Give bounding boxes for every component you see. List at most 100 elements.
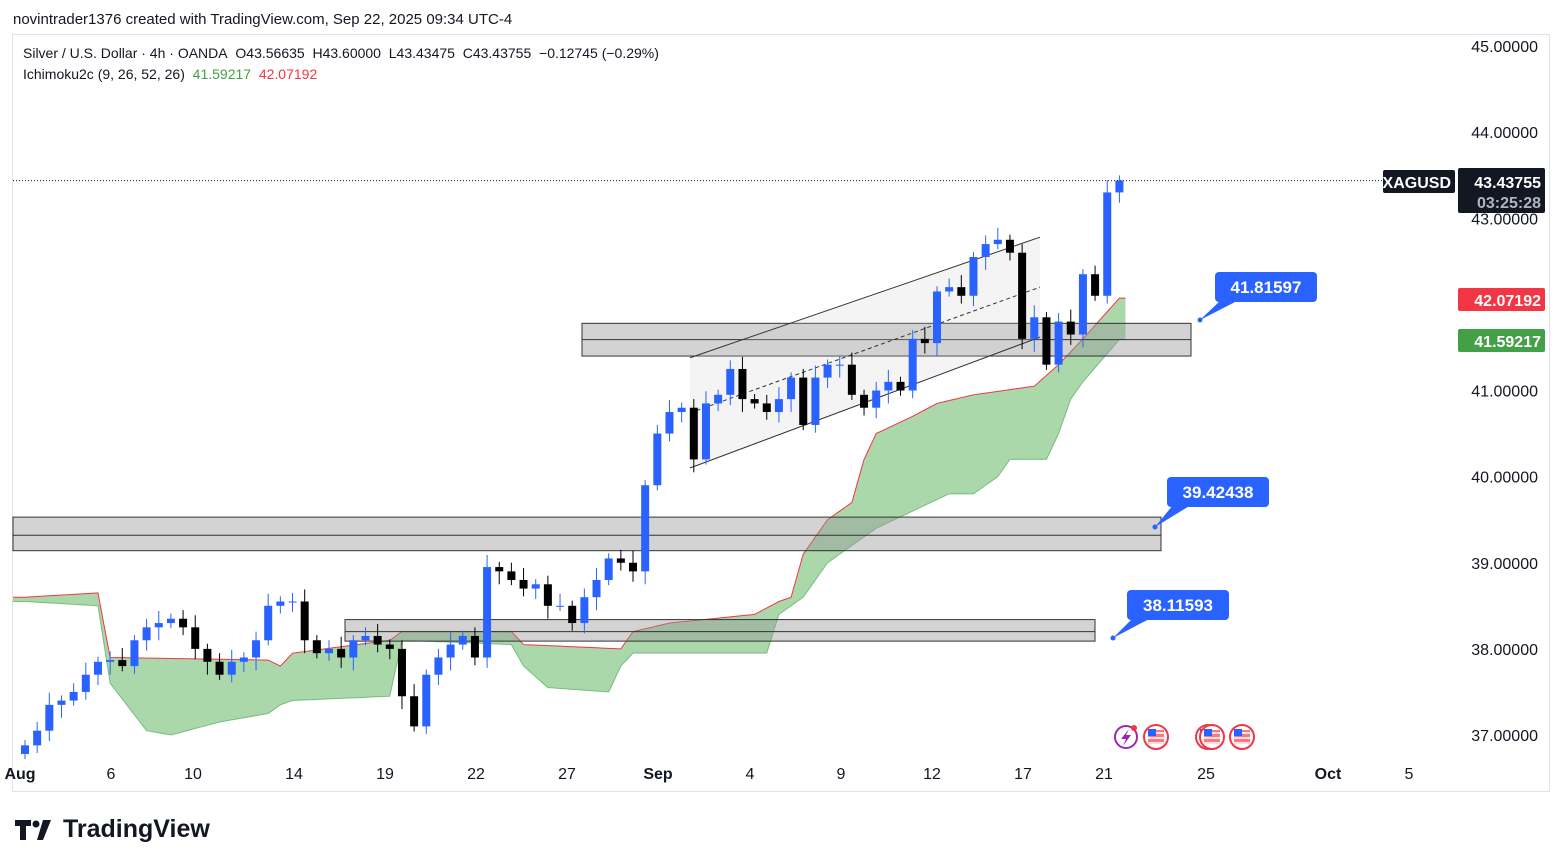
candle[interactable] [884, 369, 893, 404]
candle[interactable] [483, 554, 492, 668]
candle[interactable] [373, 623, 382, 653]
candle[interactable] [799, 368, 808, 431]
candle[interactable] [580, 588, 589, 634]
candle[interactable] [288, 592, 297, 612]
candle[interactable] [677, 402, 686, 423]
candle[interactable] [920, 326, 929, 354]
candle[interactable] [1078, 269, 1087, 348]
candle[interactable] [166, 613, 175, 629]
candle[interactable] [434, 648, 443, 686]
candle[interactable] [349, 635, 358, 671]
candle[interactable] [45, 692, 54, 742]
candle[interactable] [470, 627, 479, 666]
candle[interactable] [957, 275, 966, 304]
candle[interactable] [385, 639, 394, 660]
candle[interactable] [1030, 305, 1039, 352]
candle[interactable] [945, 278, 954, 297]
candle[interactable] [653, 424, 662, 491]
candle[interactable] [337, 636, 346, 668]
candle[interactable] [93, 656, 102, 686]
candle[interactable] [738, 356, 747, 413]
candle[interactable] [531, 579, 540, 599]
candle[interactable] [325, 640, 333, 661]
candle[interactable] [106, 651, 115, 675]
candle[interactable] [543, 575, 552, 619]
us-flag-event-icon[interactable] [1229, 724, 1255, 750]
candle[interactable] [507, 562, 516, 586]
candle[interactable] [203, 643, 212, 675]
candle[interactable] [1115, 175, 1124, 203]
candle[interactable] [774, 387, 783, 423]
candle[interactable] [446, 632, 455, 671]
candle[interactable] [933, 286, 941, 357]
price-callout[interactable]: 38.11593 [1110, 590, 1230, 641]
candle[interactable] [21, 740, 29, 760]
candle[interactable] [215, 653, 224, 680]
us-flag-event-icon[interactable] [1199, 724, 1225, 750]
candle[interactable] [969, 251, 978, 307]
candle[interactable] [1018, 244, 1027, 350]
candle[interactable] [1005, 234, 1014, 261]
candle[interactable] [495, 561, 504, 585]
support-zone[interactable] [344, 619, 1096, 642]
candle[interactable] [665, 399, 674, 442]
candle[interactable] [835, 356, 844, 378]
support-zone[interactable] [581, 322, 1192, 357]
symbol-name[interactable]: Silver / U.S. Dollar · 4h · OANDA [23, 45, 228, 61]
candle[interactable] [568, 600, 577, 631]
candle[interactable] [604, 553, 613, 586]
tradingview-logo[interactable]: TradingView [15, 815, 210, 844]
candle[interactable] [714, 389, 723, 412]
candle[interactable] [154, 610, 163, 641]
us-flag-event-icon[interactable] [1143, 724, 1169, 750]
candle[interactable] [276, 596, 285, 614]
candle[interactable] [410, 684, 419, 732]
candle[interactable] [556, 593, 565, 611]
support-zone[interactable] [12, 516, 1162, 552]
candle[interactable] [1066, 309, 1075, 345]
candle[interactable] [896, 376, 905, 396]
candle[interactable] [422, 669, 431, 735]
candle[interactable] [823, 359, 832, 388]
candle[interactable] [397, 640, 406, 710]
candle[interactable] [787, 372, 796, 413]
candle[interactable] [750, 393, 759, 409]
price-callout[interactable]: 39.42438 [1152, 477, 1270, 530]
candle[interactable] [872, 381, 881, 419]
candle[interactable] [239, 652, 248, 673]
candle[interactable] [142, 618, 151, 651]
candle[interactable] [81, 662, 90, 700]
candle[interactable] [130, 635, 139, 674]
channel-upper-line[interactable] [689, 236, 1041, 359]
candle[interactable] [300, 589, 309, 654]
candle[interactable] [860, 389, 869, 416]
candle[interactable] [252, 631, 261, 671]
zone-rect[interactable] [12, 516, 1162, 552]
lightning-event-icon[interactable] [1114, 725, 1138, 749]
candle[interactable] [458, 630, 467, 650]
candle[interactable] [191, 615, 200, 660]
candle[interactable] [629, 550, 637, 582]
candle[interactable] [641, 480, 650, 585]
candle[interactable] [592, 567, 601, 611]
indicator-name[interactable]: Ichimoku2c (9, 26, 52, 26) [23, 66, 185, 82]
candle[interactable] [33, 722, 42, 754]
candle[interactable] [312, 635, 321, 659]
candle[interactable] [908, 330, 917, 399]
candle[interactable] [1103, 180, 1112, 304]
candle[interactable] [361, 627, 370, 646]
candle[interactable] [118, 648, 127, 672]
candle[interactable] [726, 360, 735, 406]
candle[interactable] [993, 227, 1002, 250]
candle[interactable] [701, 391, 710, 465]
candle[interactable] [1042, 312, 1051, 370]
candle[interactable] [847, 352, 856, 400]
candle[interactable] [57, 695, 66, 718]
candle[interactable] [227, 649, 236, 683]
candle[interactable] [179, 610, 188, 636]
candle[interactable] [981, 235, 990, 270]
candle[interactable] [264, 593, 273, 646]
candle[interactable] [689, 399, 698, 473]
candle[interactable] [1091, 265, 1100, 301]
